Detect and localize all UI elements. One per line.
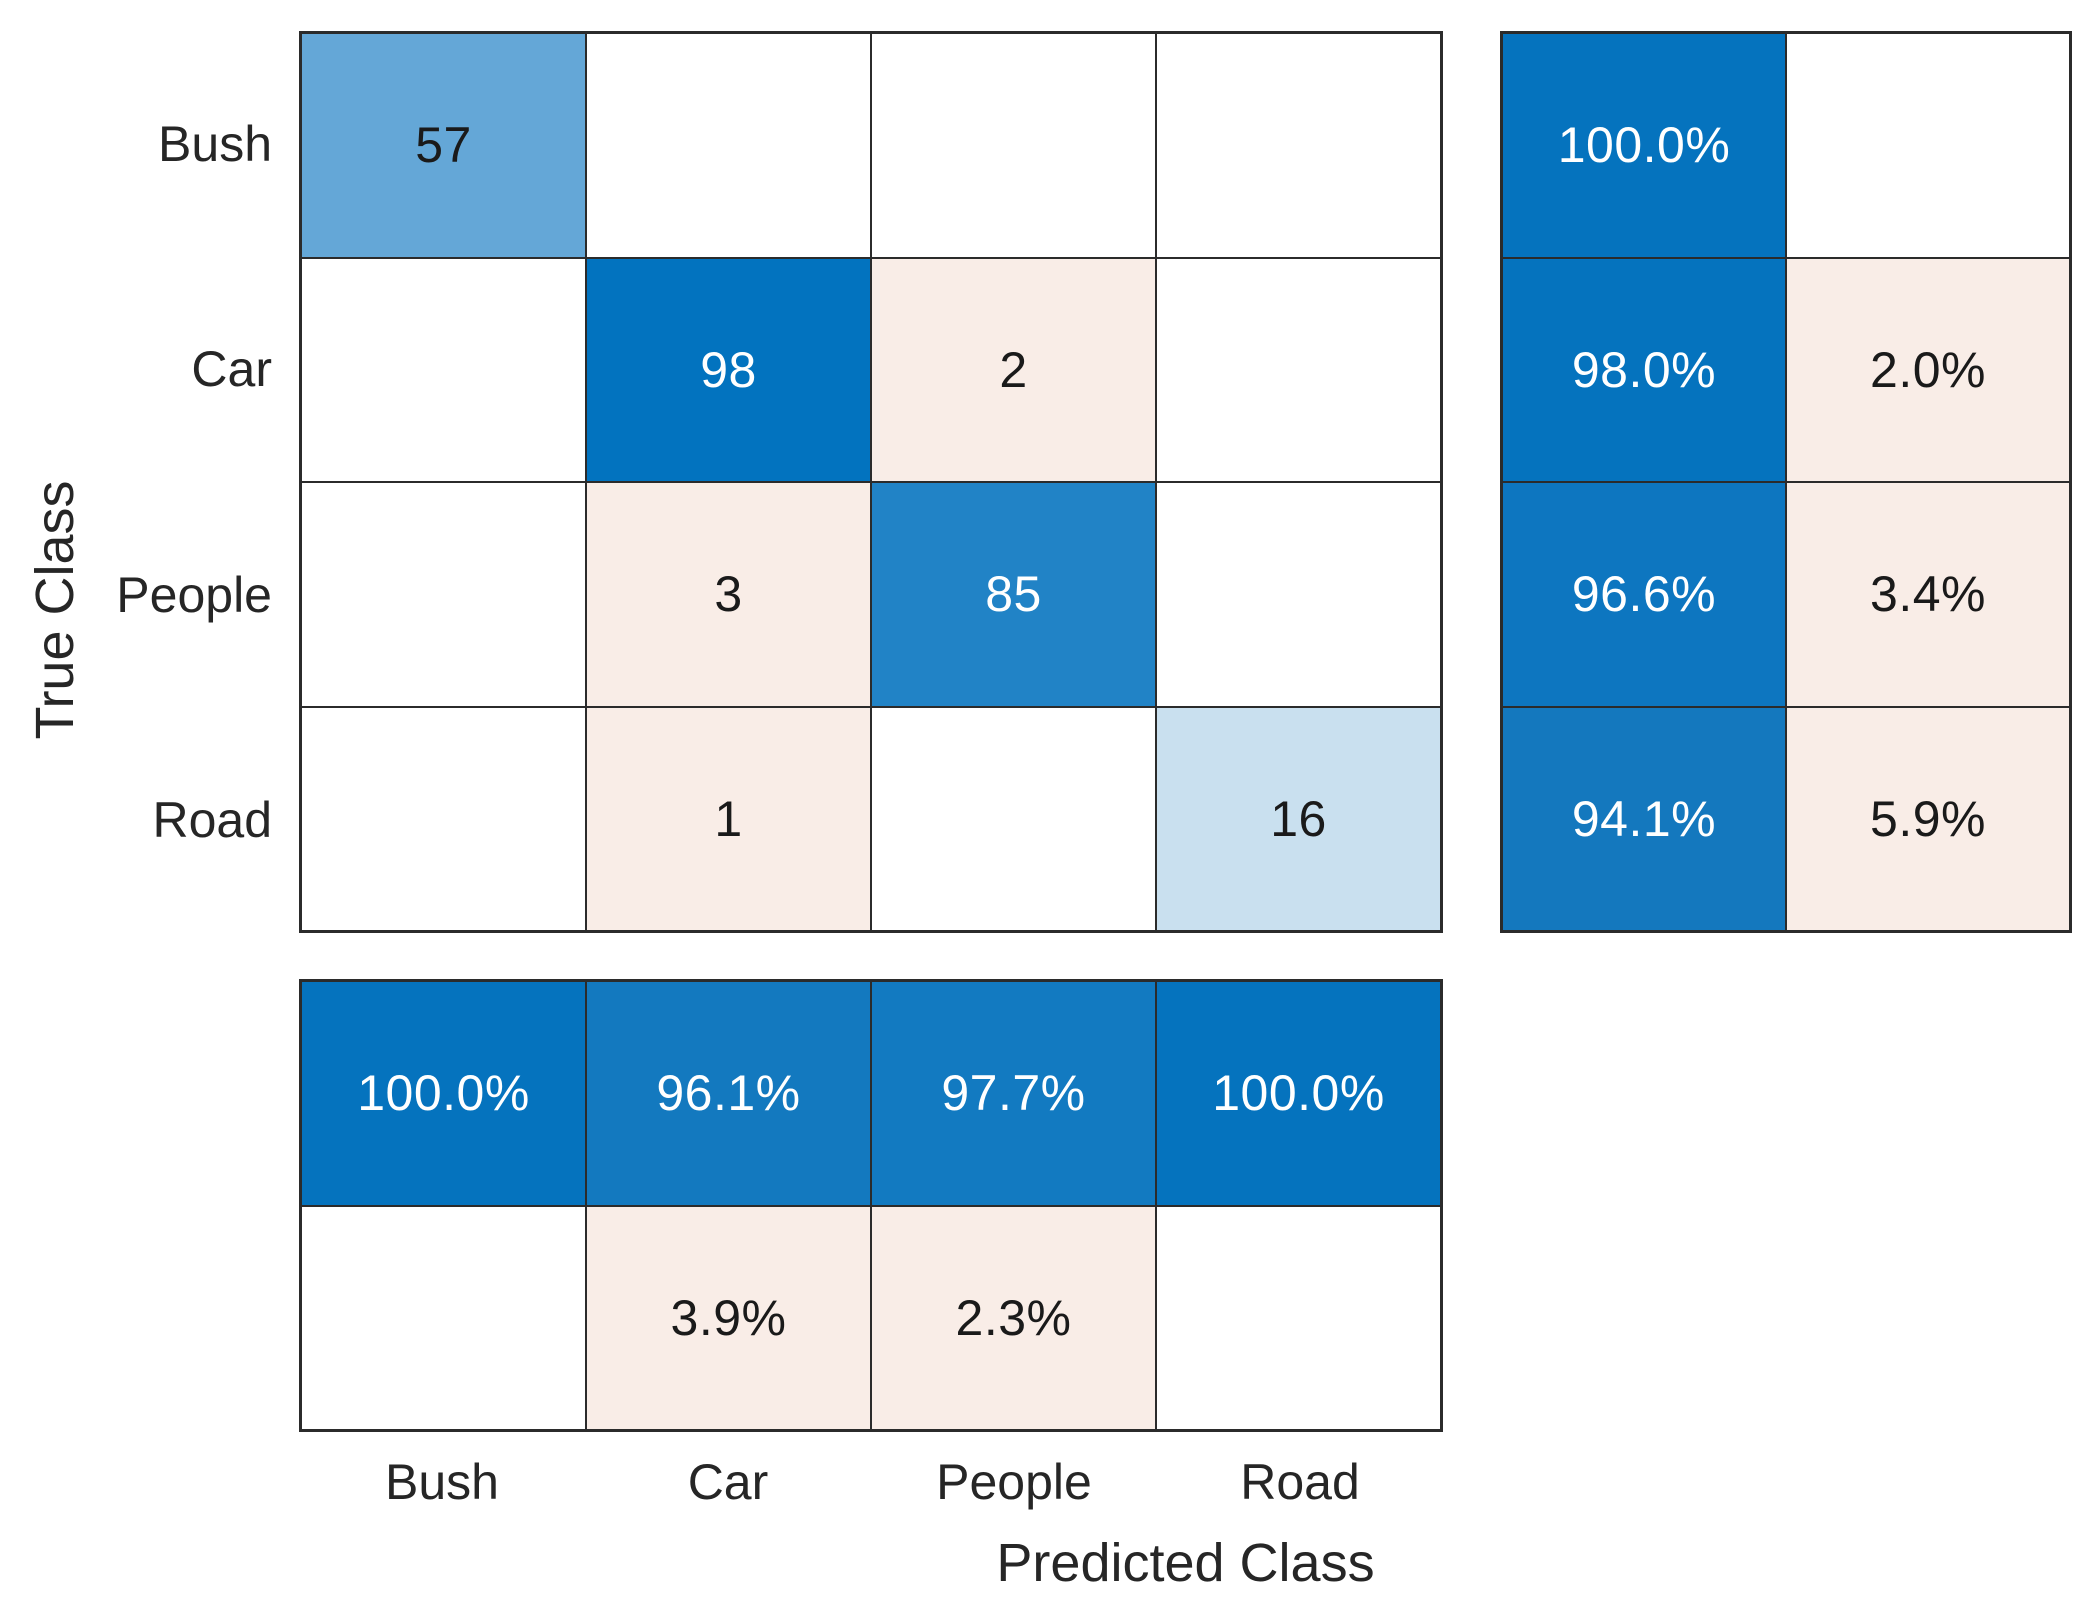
row-summary-cell: 3.4% (1787, 483, 2069, 706)
x-tick-label: Car (687, 1454, 769, 1510)
row-summary-cell (1787, 34, 2069, 257)
x-axis-title: Predicted Class (996, 1533, 1375, 1593)
y-axis-title: True Class (25, 480, 85, 740)
column-summary-cell: 96.1% (587, 982, 870, 1205)
matrix-cell: 3 (587, 483, 870, 706)
y-tick-label: Bush (158, 115, 272, 172)
matrix-cell: 1 (587, 707, 870, 930)
row-summary-cell: 96.6% (1503, 483, 1785, 706)
confusion-matrix-grid: 57 98 2 3 85 1 16 (299, 31, 1443, 933)
x-tick-label: Road (1240, 1454, 1360, 1510)
matrix-cell (1157, 483, 1440, 706)
column-summary-cell: 100.0% (302, 982, 585, 1205)
row-summary-grid: 100.0% 98.0% 2.0% 96.6% 3.4% 94.1% 5.9% (1500, 31, 2072, 933)
x-tick-label: Bush (385, 1454, 499, 1510)
matrix-cell (587, 34, 870, 257)
matrix-cell: 85 (872, 483, 1155, 706)
matrix-cell: 2 (872, 258, 1155, 481)
y-tick-label: Car (191, 341, 272, 398)
x-tick-labels: Bush Car People Road (299, 1448, 1443, 1516)
row-summary-cell: 94.1% (1503, 707, 1785, 930)
column-summary-grid: 100.0% 96.1% 97.7% 100.0% 3.9% 2.3% (299, 979, 1443, 1432)
matrix-cell: 16 (1157, 707, 1440, 930)
matrix-cell (1157, 258, 1440, 481)
column-summary-cell (1157, 1206, 1440, 1429)
x-tick-label: People (936, 1454, 1092, 1510)
y-tick-label: People (116, 566, 272, 623)
matrix-cell (872, 707, 1155, 930)
y-tick-labels: Bush Car People Road (0, 0, 272, 1619)
column-summary-cell: 3.9% (587, 1206, 870, 1429)
matrix-cell (302, 483, 585, 706)
column-summary-cell: 100.0% (1157, 982, 1440, 1205)
matrix-cell: 98 (587, 258, 870, 481)
y-tick-label: Road (152, 792, 272, 849)
row-summary-cell: 100.0% (1503, 34, 1785, 257)
row-summary-cell: 5.9% (1787, 707, 2069, 930)
matrix-cell (302, 707, 585, 930)
matrix-cell: 57 (302, 34, 585, 257)
column-summary-cell (302, 1206, 585, 1429)
matrix-cell (872, 34, 1155, 257)
column-summary-cell: 97.7% (872, 982, 1155, 1205)
row-summary-cell: 2.0% (1787, 258, 2069, 481)
matrix-cell (302, 258, 585, 481)
column-summary-cell: 2.3% (872, 1206, 1155, 1429)
matrix-cell (1157, 34, 1440, 257)
row-summary-cell: 98.0% (1503, 258, 1785, 481)
